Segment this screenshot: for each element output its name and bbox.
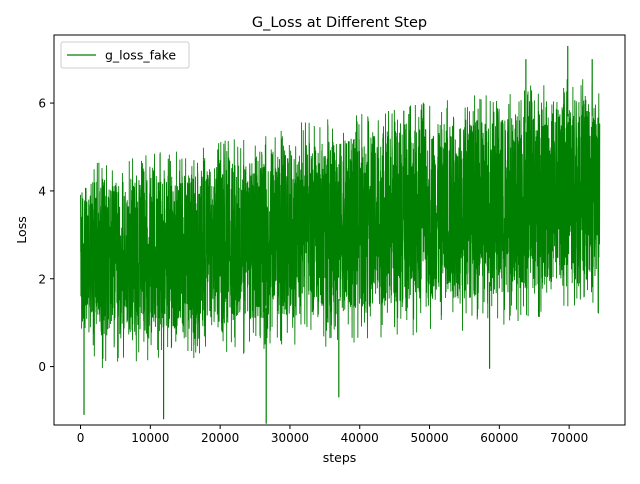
- x-tick-label: 60000: [480, 431, 518, 445]
- x-tick-label: 70000: [550, 431, 588, 445]
- y-ticks: 0 2 4 6: [38, 97, 54, 374]
- x-tick-label: 30000: [271, 431, 309, 445]
- legend-box: [60, 41, 190, 69]
- legend-label-g-loss-fake: g_loss_fake: [105, 48, 176, 63]
- y-tick-label: 2: [38, 272, 46, 286]
- chart-title: G_Loss at Different Step: [252, 15, 427, 31]
- x-tick-label: 20000: [201, 431, 239, 445]
- x-tick-label: 40000: [341, 431, 379, 445]
- y-axis-label: Loss: [14, 216, 29, 243]
- x-tick-label: 0: [77, 431, 85, 445]
- y-tick-label: 6: [38, 97, 46, 111]
- legend: g_loss_fake: [60, 41, 190, 69]
- axes-frame: [53, 34, 626, 426]
- x-axis-label: steps: [323, 450, 357, 465]
- x-tick-label: 10000: [131, 431, 169, 445]
- x-tick-label: 50000: [410, 431, 448, 445]
- series-layer: [80, 45, 601, 424]
- series-line-g-loss-fake: [80, 79, 601, 369]
- y-tick-label: 0: [38, 360, 46, 374]
- x-ticks: 0 10000 20000 30000 40000 50000 60000 70000: [77, 425, 588, 445]
- y-tick-label: 4: [38, 184, 46, 198]
